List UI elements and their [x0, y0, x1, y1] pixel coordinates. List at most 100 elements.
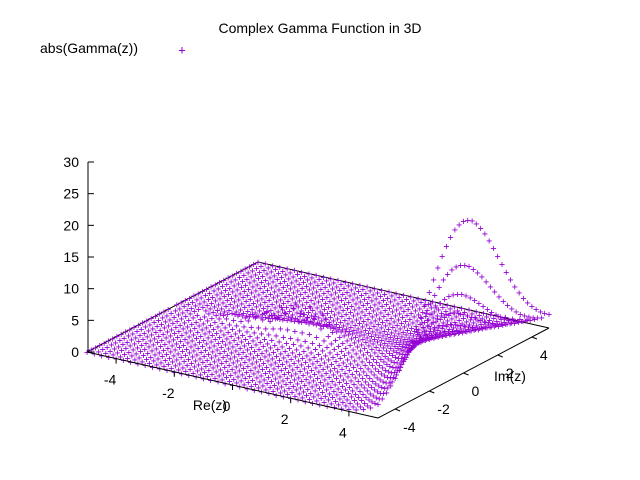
data-point: + — [388, 313, 394, 324]
data-point: + — [469, 309, 475, 320]
data-point: + — [350, 386, 356, 397]
data-point: + — [371, 354, 377, 365]
data-point: + — [401, 356, 407, 367]
data-point: + — [398, 319, 404, 330]
data-point: + — [230, 287, 236, 298]
data-point: + — [380, 389, 386, 400]
data-point: + — [285, 325, 291, 336]
data-point: + — [252, 270, 258, 281]
data-point: + — [220, 311, 226, 322]
data-point: + — [250, 298, 256, 309]
data-point: + — [347, 307, 353, 318]
data-point: + — [369, 383, 375, 394]
data-point: + — [454, 326, 460, 337]
data-point: + — [122, 327, 128, 338]
data-point: + — [226, 360, 232, 371]
data-point: + — [222, 363, 228, 374]
data-point: + — [222, 307, 228, 318]
data-point: + — [252, 347, 258, 358]
data-point: + — [423, 309, 429, 320]
data-point: + — [312, 277, 318, 288]
data-point: + — [407, 345, 413, 356]
data-point: + — [225, 273, 231, 284]
data-point: + — [289, 294, 295, 305]
data-point: + — [375, 320, 381, 331]
data-point: + — [126, 347, 132, 358]
data-point: + — [177, 304, 183, 315]
data-point: + — [347, 341, 353, 352]
data-point: + — [276, 285, 282, 296]
data-point: + — [487, 323, 493, 334]
data-point: + — [481, 322, 487, 333]
data-point: + — [418, 298, 424, 309]
data-point: + — [319, 316, 325, 327]
data-point: + — [469, 216, 475, 227]
data-point: + — [420, 335, 426, 346]
data-point: + — [264, 362, 270, 373]
data-point: + — [486, 236, 492, 247]
data-point: + — [517, 309, 523, 320]
data-point: + — [380, 363, 386, 374]
data-point: + — [290, 365, 296, 376]
data-point: + — [324, 385, 330, 396]
data-point: + — [240, 347, 246, 358]
data-point: + — [406, 333, 412, 344]
data-point: + — [315, 318, 321, 329]
data-point: + — [344, 304, 350, 315]
data-point: + — [352, 356, 358, 367]
data-point: + — [268, 305, 274, 316]
data-point: + — [279, 382, 285, 393]
data-point: + — [418, 314, 424, 325]
data-point: + — [345, 281, 351, 292]
data-point: + — [346, 348, 352, 359]
data-point: + — [262, 312, 268, 323]
data-point: + — [321, 381, 327, 392]
data-point: + — [270, 277, 276, 288]
data-point: + — [404, 326, 410, 337]
data-point: + — [88, 345, 94, 356]
data-point: + — [447, 330, 453, 341]
data-point: + — [240, 330, 246, 341]
data-point: + — [286, 274, 292, 285]
data-point: + — [413, 324, 419, 335]
data-point: + — [306, 378, 312, 389]
data-point: + — [308, 295, 314, 306]
data-point: + — [494, 320, 500, 331]
data-point: + — [484, 305, 490, 316]
data-point: + — [341, 375, 347, 386]
data-point: + — [380, 377, 386, 388]
data-point: + — [379, 394, 385, 405]
data-point: + — [334, 327, 340, 338]
data-point: + — [308, 348, 314, 359]
data-point: + — [399, 297, 405, 308]
z-tick-label: 25 — [63, 186, 79, 202]
data-point: + — [507, 319, 513, 330]
data-point: + — [273, 390, 279, 401]
data-point: + — [257, 284, 263, 295]
data-point: + — [176, 365, 182, 376]
data-point: + — [152, 312, 158, 323]
data-point: + — [137, 347, 143, 358]
data-point: + — [433, 330, 439, 341]
data-point: + — [241, 364, 247, 375]
data-point: + — [542, 308, 548, 319]
data-point: + — [201, 352, 207, 363]
data-point: + — [252, 363, 258, 374]
data-point: + — [457, 310, 463, 321]
data-point: + — [329, 306, 335, 317]
data-point: + — [273, 351, 279, 362]
data-point: + — [458, 324, 464, 335]
data-point: + — [354, 383, 360, 394]
data-point: + — [285, 280, 291, 291]
data-point: + — [432, 290, 438, 301]
data-point: + — [281, 370, 287, 381]
data-point: + — [382, 306, 388, 317]
data-point: + — [264, 269, 270, 280]
data-point: + — [233, 307, 239, 318]
data-point: + — [430, 313, 436, 324]
data-point: + — [320, 321, 326, 332]
data-point: + — [263, 385, 269, 396]
data-point: + — [482, 229, 488, 240]
data-point: + — [408, 308, 414, 319]
